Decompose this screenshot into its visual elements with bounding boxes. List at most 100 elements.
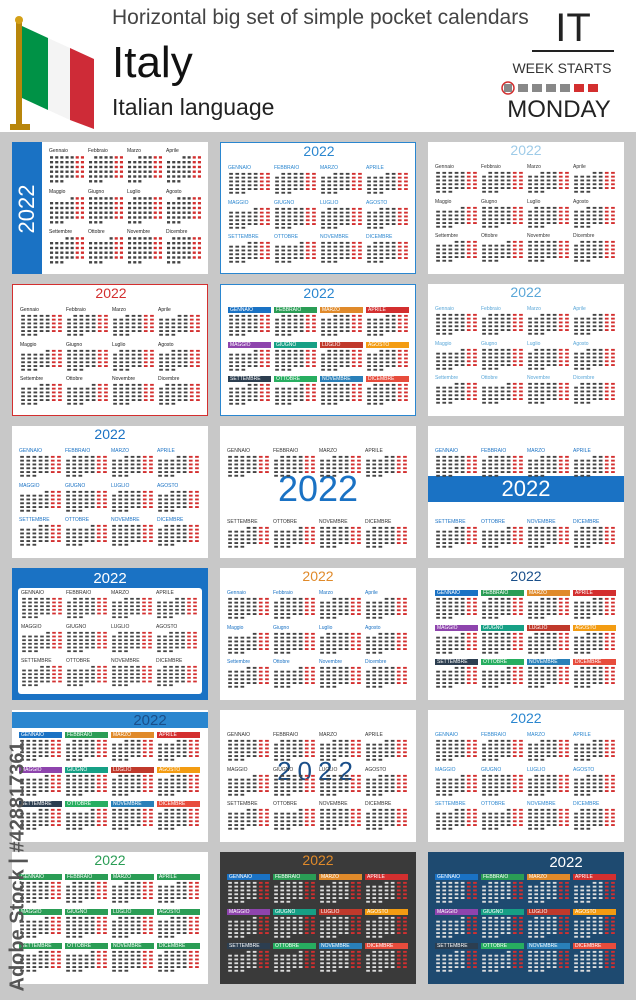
- month-block: GENNAIO: [19, 874, 62, 905]
- month-block: Maggio: [435, 341, 478, 372]
- month-block: DICEMBRE: [573, 659, 616, 690]
- month-block: Ottobre: [88, 229, 124, 266]
- day-grid: [274, 881, 315, 903]
- month-block: NOVEMBRE: [527, 519, 570, 550]
- month-name: AGOSTO: [156, 624, 178, 630]
- month-name: Gennaio: [49, 148, 68, 154]
- month-name: DICEMBRE: [365, 801, 392, 808]
- day-grid: [574, 455, 615, 477]
- month-name: Dicembre: [166, 229, 188, 236]
- month-name: NOVEMBRE: [527, 943, 570, 950]
- day-grid: [229, 172, 270, 194]
- month-name: GENNAIO: [435, 590, 478, 596]
- month-block: Aprile: [365, 590, 408, 621]
- day-grid: [436, 313, 477, 335]
- year-label: 2022: [94, 852, 126, 868]
- month-name: MARZO: [527, 732, 546, 738]
- month-block: GENNAIO: [227, 732, 270, 763]
- month-block: DICEMBRE: [157, 943, 200, 974]
- month-name: GENNAIO: [228, 307, 271, 313]
- day-grid: [574, 774, 615, 796]
- day-grid: [528, 774, 569, 796]
- day-grid: [367, 384, 408, 406]
- day-grid: [275, 314, 316, 336]
- month-name: DICEMBRE: [157, 801, 200, 808]
- day-grid: [274, 774, 315, 796]
- year-label: 2022: [302, 852, 334, 868]
- month-block: MARZO: [111, 732, 154, 763]
- day-grid: [112, 774, 153, 796]
- day-grid: [112, 881, 153, 903]
- month-block: APRILE: [365, 448, 408, 479]
- month-name: NOVEMBRE: [527, 659, 570, 666]
- month-name: LUGLIO: [111, 482, 130, 489]
- month-block: Luglio: [112, 342, 155, 373]
- month-block: Luglio: [319, 625, 362, 656]
- month-block: Maggio: [49, 189, 85, 226]
- pocket-calendar-card: 2022 GENNAIO FEBBRAIO MARZO APRILE MAGGIO GIUG…: [12, 426, 208, 558]
- month-name: APRILE: [365, 732, 383, 738]
- month-block: AGOSTO: [156, 624, 198, 654]
- day-grid: [275, 242, 316, 264]
- month-block: Ottobre: [273, 659, 316, 690]
- month-block: APRILE: [573, 590, 616, 621]
- day-grid: [482, 383, 523, 405]
- month-block: SETTEMBRE: [227, 943, 270, 974]
- month-block: MARZO: [527, 874, 570, 905]
- day-grid: [366, 916, 407, 938]
- month-name: NOVEMBRE: [111, 517, 140, 524]
- month-name: GENNAIO: [21, 590, 45, 596]
- day-grid: [274, 809, 315, 831]
- month-block: NOVEMBRE: [527, 801, 570, 832]
- month-name: SETTEMBRE: [19, 801, 62, 808]
- month-name: FEBBRAIO: [273, 732, 299, 738]
- month-name: Gennaio: [435, 164, 454, 170]
- day-grid: [528, 667, 569, 689]
- day-grid: [157, 631, 197, 653]
- day-grid: [436, 739, 477, 761]
- day-grid: [66, 490, 107, 512]
- month-block: Novembre: [112, 376, 155, 407]
- day-grid: [228, 597, 269, 619]
- day-grid: [67, 597, 107, 619]
- month-name: NOVEMBRE: [319, 519, 348, 526]
- day-grid: [112, 631, 152, 653]
- month-name: GENNAIO: [227, 732, 251, 738]
- month-name: FEBBRAIO: [481, 590, 524, 596]
- month-block: Febbraio: [66, 307, 109, 338]
- month-block: NOVEMBRE: [111, 517, 154, 548]
- month-name: MARZO: [319, 448, 338, 454]
- day-grid: [574, 881, 615, 903]
- month-block: OTTOBRE: [65, 801, 108, 832]
- month-block: GIUGNO: [65, 908, 108, 940]
- year-label: 2022: [277, 468, 359, 509]
- day-grid: [158, 951, 199, 973]
- month-name: Novembre: [527, 375, 551, 382]
- month-block: MAGGIO: [19, 766, 62, 798]
- day-grid: [274, 632, 315, 654]
- month-name: Novembre: [127, 229, 151, 236]
- month-block: FEBBRAIO: [273, 448, 316, 479]
- month-block: Gennaio: [49, 148, 85, 185]
- month-name: MAGGIO: [435, 908, 478, 915]
- month-name: APRILE: [157, 874, 200, 880]
- day-grid: [112, 490, 153, 512]
- month-name: Marzo: [527, 164, 541, 170]
- month-block: AGOSTO: [573, 908, 616, 940]
- month-block: OTTOBRE: [274, 234, 317, 265]
- day-grid: [320, 951, 361, 973]
- week-start-day: MONDAY: [507, 96, 611, 123]
- month-block: NOVEMBRE: [319, 943, 362, 974]
- day-grid: [367, 207, 408, 229]
- month-block: Dicembre: [158, 376, 201, 407]
- month-block: OTTOBRE: [273, 801, 316, 832]
- pocket-calendar-card: 2022 Gennaio Febbraio Marzo Aprile Maggio Giug…: [12, 142, 208, 274]
- day-grid: [528, 597, 569, 619]
- month-block: MAGGIO: [435, 908, 478, 940]
- month-name: Aprile: [573, 164, 586, 170]
- month-block: DICEMBRE: [366, 234, 409, 265]
- month-block: LUGLIO: [527, 624, 570, 656]
- month-block: GENNAIO: [435, 732, 478, 763]
- month-name: APRILE: [573, 732, 591, 738]
- day-grid: [436, 809, 477, 831]
